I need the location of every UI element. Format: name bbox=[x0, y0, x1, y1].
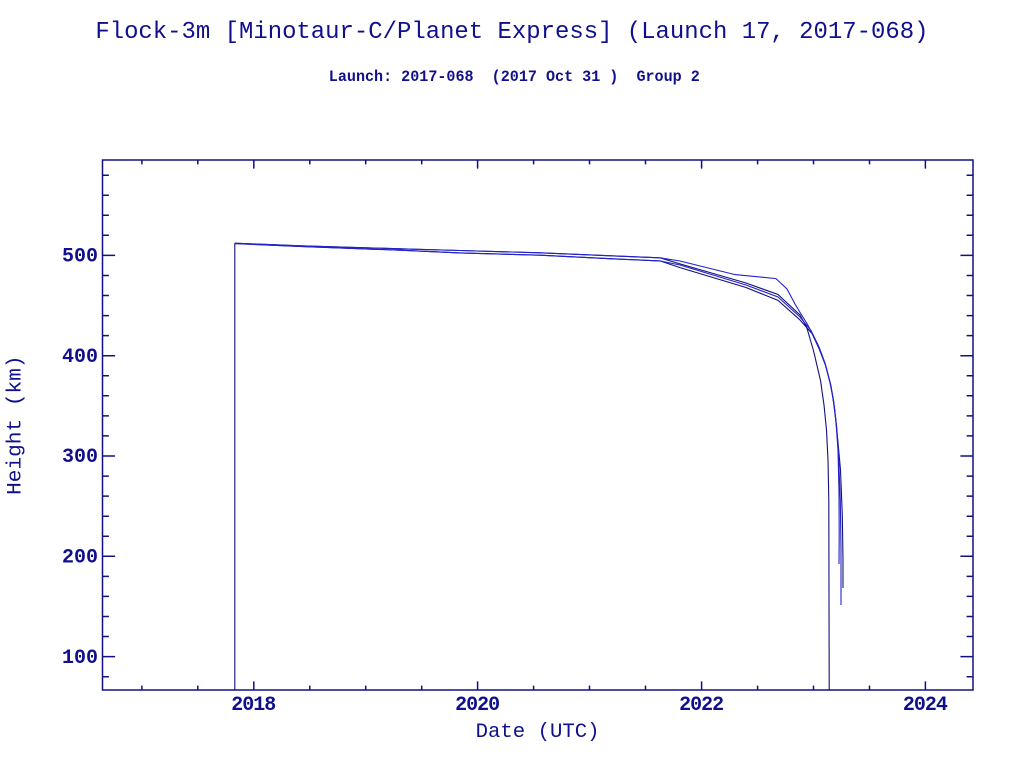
svg-text:Launch: 2017-068 (2017 Oct 31: Launch: 2017-068 (2017 Oct 31 ) Group 2 bbox=[329, 68, 700, 86]
svg-text:100: 100 bbox=[62, 647, 98, 670]
svg-text:2024: 2024 bbox=[903, 694, 948, 717]
svg-text:400: 400 bbox=[62, 346, 98, 369]
svg-text:2018: 2018 bbox=[231, 694, 276, 717]
svg-text:2020: 2020 bbox=[455, 694, 500, 717]
svg-text:500: 500 bbox=[62, 246, 98, 269]
svg-text:Height (km): Height (km) bbox=[5, 356, 28, 495]
svg-text:300: 300 bbox=[62, 446, 98, 469]
svg-text:200: 200 bbox=[62, 547, 98, 570]
svg-text:Date (UTC): Date (UTC) bbox=[476, 721, 600, 744]
svg-text:Flock-3m [Minotaur-C/Planet Ex: Flock-3m [Minotaur-C/Planet Express] (La… bbox=[95, 19, 928, 46]
svg-text:2022: 2022 bbox=[679, 694, 724, 717]
